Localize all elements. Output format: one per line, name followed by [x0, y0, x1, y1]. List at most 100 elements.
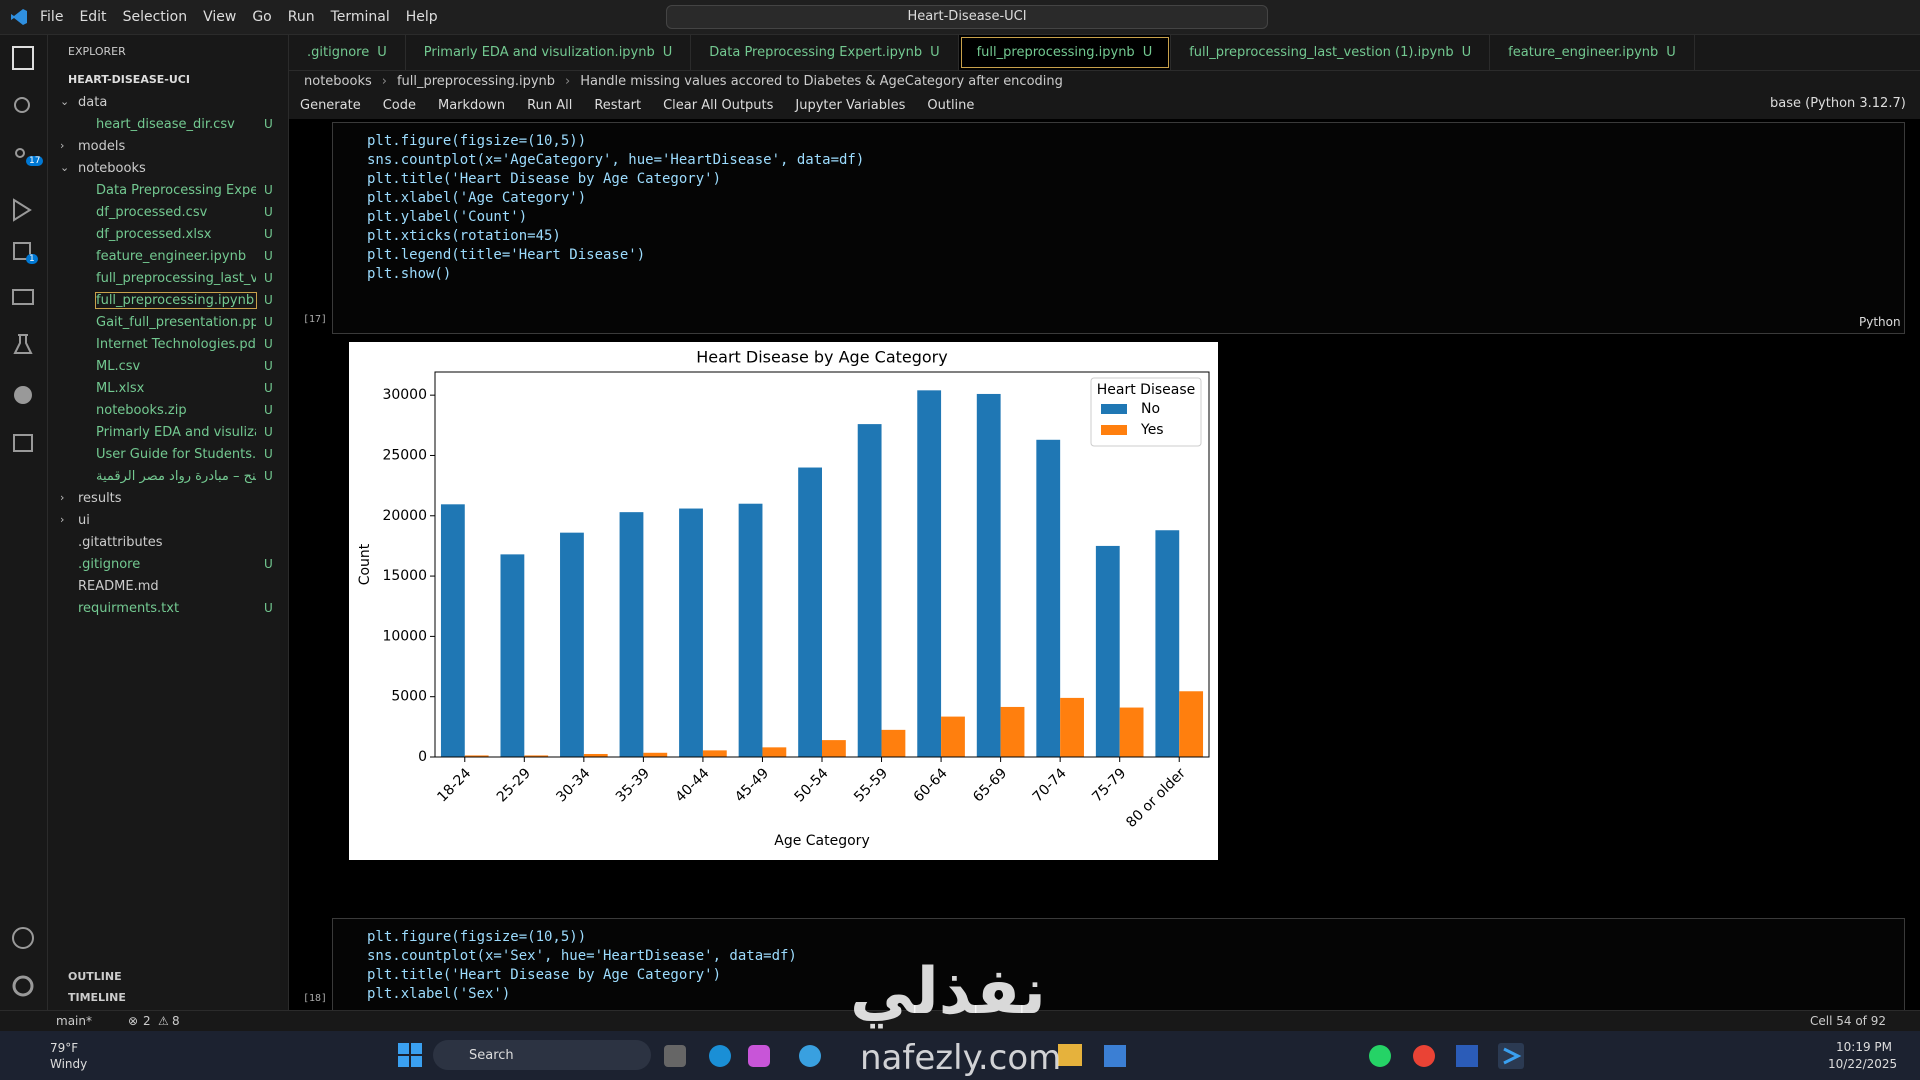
chevron: › [60, 491, 65, 504]
workspace-root[interactable]: HEART-DISEASE-UCI [68, 73, 190, 86]
tab[interactable]: full_preprocessing_last_vestion (1).ipyn… [1171, 35, 1491, 70]
temperature: 79°F [50, 1041, 79, 1055]
file[interactable]: .gitattributes [78, 535, 163, 550]
file[interactable]: منح – مبادرة رواد مصر الرقمية... [96, 469, 256, 484]
menu-item[interactable]: View [203, 9, 237, 25]
activity-bar: 17 1 [0, 35, 48, 1010]
toolbar-button[interactable]: Code [382, 97, 416, 113]
toolbar-button[interactable]: Outline [927, 97, 975, 113]
chart: Heart Disease by Age Category Age Categor… [349, 342, 1218, 860]
tab[interactable]: .gitignore U [289, 35, 406, 70]
file[interactable]: full_preprocessing_last_vest... [96, 271, 256, 286]
folder[interactable]: data [78, 95, 108, 110]
warning-icon: ⚠ [158, 1014, 169, 1028]
file[interactable]: df_processed.xlsx [96, 227, 212, 242]
tab-status: U [1461, 45, 1472, 60]
git-branch[interactable]: main* [56, 1014, 92, 1028]
git-status: U [264, 271, 273, 285]
menu-item[interactable]: Terminal [330, 9, 390, 25]
tab[interactable]: Data Preprocessing Expert.ipynb U [691, 35, 959, 70]
file[interactable]: ML.xlsx [96, 381, 145, 396]
code-line: plt.show() [367, 266, 452, 282]
code-line: plt.xlabel('Age Category') [367, 190, 587, 206]
menu-item[interactable]: Selection [122, 9, 188, 25]
breadcrumb-item[interactable]: notebooks [304, 73, 372, 89]
breadcrumb-item[interactable]: full_preprocessing.ipynb [396, 73, 556, 89]
file[interactable]: feature_engineer.ipynb [96, 249, 247, 264]
error-count[interactable]: 2 [143, 1014, 151, 1028]
file[interactable]: Gait_full_presentation.pptx [96, 315, 256, 330]
git-status: U [264, 601, 273, 615]
cell-indicator[interactable]: Cell 54 of 92 [1810, 1014, 1886, 1028]
taskbar-apps [664, 1043, 1524, 1069]
menu-item[interactable]: Edit [79, 9, 107, 25]
tab-label: Data Preprocessing Expert.ipynb [709, 45, 923, 60]
panel-header[interactable]: TIMELINE [68, 991, 126, 1004]
bar [619, 512, 644, 757]
code-line: sns.countplot(x='Sex', hue='HeartDisease… [367, 948, 797, 964]
file[interactable]: Internet Technologies.pdf [96, 337, 256, 352]
file[interactable]: df_processed.csv [96, 205, 208, 220]
plot-frame [434, 371, 1210, 758]
file[interactable]: requirments.txt [78, 601, 180, 616]
taskbar-search[interactable]: Search [433, 1040, 651, 1070]
watermark: نفذلي [850, 955, 1046, 1029]
notebook-editor: plt.figure(figsize=(10,5)) sns.countplot(… [289, 119, 1920, 1011]
clock-date[interactable]: 10/22/2025 [1828, 1057, 1898, 1071]
folder[interactable]: ui [78, 513, 90, 528]
bar [822, 740, 846, 757]
file[interactable]: heart_disease_dir.csv [96, 117, 235, 132]
code-line: plt.title('Heart Disease by Age Category… [367, 967, 722, 983]
clock-time[interactable]: 10:19 PM [1836, 1040, 1892, 1054]
vscode-logo [11, 9, 27, 25]
title-bar: File Edit Selection View Go Run Terminal Help H… [0, 0, 1920, 35]
file[interactable]: User Guide for Students.pdf [96, 447, 256, 462]
folder[interactable]: results [78, 491, 122, 506]
toolbar-button[interactable]: Generate [300, 97, 361, 113]
toolbar-button[interactable]: Run All [527, 97, 573, 113]
git-status: U [264, 447, 273, 461]
file[interactable]: full_preprocessing.ipynb [95, 292, 257, 309]
file[interactable]: README.md [78, 579, 159, 594]
breadcrumb-item[interactable]: Handle missing values accored to Diabete… [580, 73, 1063, 89]
file[interactable]: Primarly EDA and visulizati... [96, 425, 256, 440]
folder[interactable]: models [78, 139, 126, 154]
command-search[interactable]: Heart-Disease-UCI [666, 5, 1268, 29]
menu-item[interactable]: File [40, 9, 64, 25]
git-status: U [264, 117, 273, 131]
file[interactable]: Data Preprocessing Expert.i... [96, 183, 256, 198]
file[interactable]: .gitignore [78, 557, 141, 572]
kernel-picker[interactable]: base (Python 3.12.7) [1770, 96, 1906, 111]
code-line: plt.xticks(rotation=45) [367, 228, 561, 244]
toolbar-button[interactable]: Jupyter Variables [795, 97, 906, 113]
bar [1000, 706, 1025, 757]
toolbar-button[interactable]: Clear All Outputs [663, 97, 774, 113]
panel-header[interactable]: OUTLINE [68, 970, 122, 983]
git-status: U [264, 337, 273, 351]
bar [762, 747, 787, 757]
tab[interactable]: feature_engineer.ipynb U [1490, 35, 1695, 70]
git-status: U [264, 205, 273, 219]
warning-count[interactable]: 8 [172, 1014, 180, 1028]
x-tick-label: 75-79 [1089, 765, 1129, 805]
code-cell[interactable]: plt.figure(figsize=(10,5)) sns.countplot(… [332, 918, 1905, 1011]
chevron: ⌄ [60, 161, 70, 174]
menu-item[interactable]: Run [287, 9, 315, 25]
tab[interactable]: Primarly EDA and visulization.ipynb U [406, 35, 692, 70]
file[interactable]: ML.csv [96, 359, 141, 374]
menu-item[interactable]: Go [252, 9, 272, 25]
tab[interactable]: full_preprocessing.ipynb U [958, 35, 1172, 70]
x-tick-label: 25-29 [494, 765, 534, 805]
git-status: U [264, 403, 273, 417]
file[interactable]: notebooks.zip [96, 403, 187, 418]
code-cell[interactable]: plt.figure(figsize=(10,5)) sns.countplot(… [332, 122, 1905, 334]
toolbar-button[interactable]: Markdown [438, 97, 506, 113]
start-button[interactable] [396, 1039, 436, 1073]
menu-item[interactable]: Help [405, 9, 438, 25]
bar [941, 716, 965, 757]
badge: 1 [26, 254, 38, 264]
folder[interactable]: notebooks [78, 161, 146, 176]
bar [1060, 697, 1084, 757]
toolbar-button[interactable]: Restart [594, 97, 642, 113]
